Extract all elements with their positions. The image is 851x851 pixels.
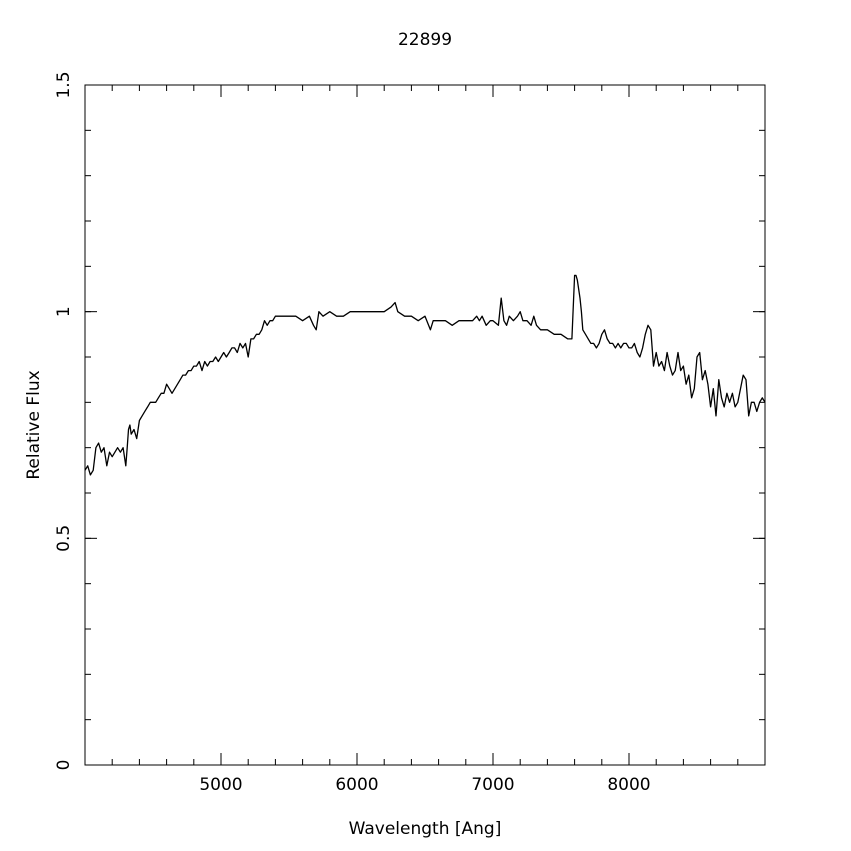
y-axis-label: Relative Flux xyxy=(24,370,44,479)
y-tick-label: 1 xyxy=(54,306,74,317)
x-tick-label: 5000 xyxy=(199,775,242,795)
y-tick-label: 0 xyxy=(54,760,74,771)
x-tick-label: 7000 xyxy=(471,775,514,795)
y-tick-label: 1.5 xyxy=(54,71,74,98)
x-tick-label: 6000 xyxy=(335,775,378,795)
x-axis-label: Wavelength [Ang] xyxy=(349,819,502,839)
plot-axes: 5000 6000 7000 8000 0 0.5 1 1.5 xyxy=(54,71,766,795)
y-tick-label: 0.5 xyxy=(54,525,74,552)
chart-title: 22899 xyxy=(398,30,452,50)
series-line-spectrum xyxy=(84,274,766,476)
x-tick-label: 8000 xyxy=(607,775,650,795)
plot-frame xyxy=(84,84,766,766)
